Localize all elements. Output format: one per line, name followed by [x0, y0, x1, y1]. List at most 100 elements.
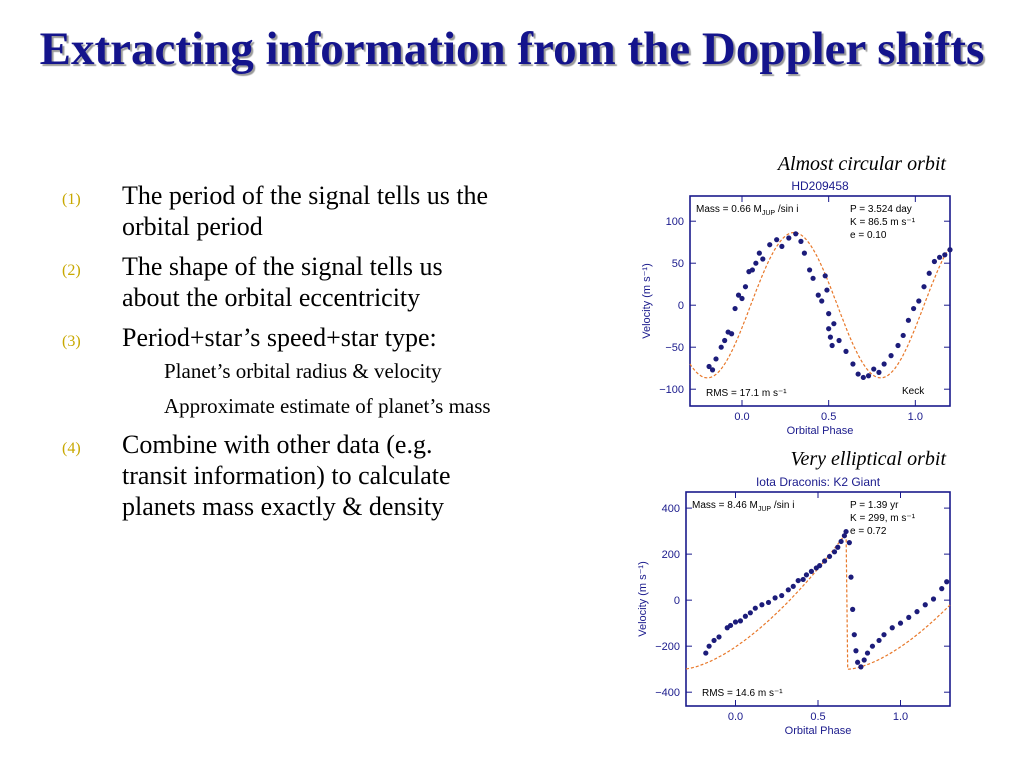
data-point: [829, 342, 835, 349]
y-tick-label: 50: [672, 258, 684, 270]
data-point: [815, 292, 821, 298]
data-point: [793, 231, 799, 237]
data-point: [911, 305, 917, 312]
data-point: [808, 568, 814, 574]
data-point: [876, 369, 882, 375]
orbit-parameter: e = 0.72: [850, 526, 887, 537]
rv-plot-iota-draconis: Iota Draconis: K2 Giant 400 200 0 −200 −400 0.…: [622, 470, 962, 740]
data-point: [855, 659, 861, 665]
sub-bullet-list: Planet’s orbital radius & velocity Appro…: [122, 359, 492, 419]
mass-annotation: Mass = 8.46 MJUP /sin i: [692, 500, 794, 513]
data-point: [819, 298, 825, 304]
orbit-parameter: P = 3.524 day: [850, 204, 912, 215]
data-point: [838, 538, 844, 545]
data-point: [900, 332, 906, 339]
data-point: [727, 622, 734, 629]
x-tick-label: 0.0: [734, 411, 749, 423]
data-point: [749, 267, 755, 273]
x-tick-label: 0.0: [728, 711, 743, 723]
chart-caption-elliptical: Very elliptical orbit: [790, 448, 946, 470]
data-point: [876, 637, 882, 644]
data-point: [779, 243, 785, 249]
data-point: [737, 618, 744, 624]
data-point: [843, 348, 849, 354]
data-point: [752, 605, 758, 611]
bullet-number: (3): [62, 333, 81, 350]
data-point: [836, 337, 842, 344]
data-point: [905, 317, 911, 323]
sub-bullet-item: Approximate estimate of planet’s mass: [164, 394, 491, 418]
bullet-number: (4): [62, 440, 81, 457]
data-point: [869, 643, 876, 649]
y-axis-label: Velocity (m s⁻¹): [637, 561, 649, 636]
data-point: [931, 258, 937, 265]
data-point: [785, 587, 791, 593]
data-point: [790, 583, 796, 589]
x-axis-label: Orbital Phase: [787, 425, 854, 437]
data-point: [718, 344, 724, 350]
bullet-text: The period of the signal tells us the or…: [122, 181, 489, 241]
data-point: [827, 334, 833, 340]
x-tick-label: 1.0: [908, 411, 923, 423]
data-point: [722, 337, 728, 344]
data-point: [807, 267, 813, 273]
rms-annotation: RMS = 17.1 m s⁻¹: [706, 388, 787, 399]
data-point: [831, 549, 838, 555]
data-point: [767, 242, 773, 248]
data-point: [779, 592, 785, 599]
rv-plot-hd209458: HD209458 100 50 0 −50 −100 0.0 0.5 1.0 Orbital Ph…: [622, 176, 962, 444]
data-point: [735, 292, 742, 298]
plot-frame: [689, 195, 951, 407]
data-point: [835, 544, 841, 550]
data-point: [772, 595, 778, 601]
data-point: [824, 287, 830, 293]
data-point: [756, 250, 762, 256]
data-point: [729, 331, 735, 337]
data-point: [831, 321, 837, 327]
plot-title: Iota Draconis: K2 Giant: [756, 475, 881, 489]
data-point: [716, 634, 722, 640]
bullet-text: Period+star’s speed+star type:: [122, 323, 437, 352]
data-point: [914, 609, 920, 615]
data-point: [942, 252, 948, 258]
data-point: [759, 602, 765, 608]
bullet-item: (2) The shape of the signal tells us abo…: [62, 251, 492, 313]
y-axis-label: Velocity (m s⁻¹): [641, 263, 653, 338]
data-point: [706, 363, 712, 370]
data-point: [888, 353, 894, 359]
data-point: [739, 295, 745, 302]
sub-bullet-item: Planet’s orbital radius & velocity: [164, 359, 442, 383]
plot-title: HD209458: [791, 179, 849, 193]
y-tick-label: 100: [666, 216, 684, 228]
data-point: [732, 305, 738, 312]
data-point: [747, 610, 753, 616]
plot-frame: [685, 491, 951, 707]
data-point: [798, 238, 804, 244]
data-point: [861, 657, 867, 663]
data-point: [939, 586, 945, 592]
bullet-text: Combine with other data (e.g. transit in…: [122, 430, 451, 521]
orbit-parameter: K = 299, m s⁻¹: [850, 513, 916, 524]
data-point: [846, 540, 852, 546]
orbit-parameter: e = 0.10: [850, 230, 887, 241]
data-point: [850, 606, 856, 612]
data-point: [922, 602, 928, 608]
x-tick-label: 1.0: [893, 711, 908, 723]
data-point: [895, 342, 901, 349]
y-tick-label: 400: [662, 503, 680, 515]
data-point: [865, 373, 872, 379]
data-point: [858, 664, 864, 670]
data-point: [860, 374, 866, 381]
data-point: [826, 553, 833, 560]
data-point: [765, 599, 772, 606]
chart-caption-circular: Almost circular orbit: [777, 153, 946, 175]
data-point: [742, 613, 748, 619]
data-point: [753, 260, 759, 266]
data-point: [817, 563, 823, 569]
data-point: [906, 614, 912, 621]
data-point: [713, 356, 719, 362]
data-point: [926, 270, 932, 276]
data-point: [916, 298, 922, 304]
slide-title: Extracting information from the Doppler …: [39, 23, 985, 75]
data-point: [711, 637, 717, 644]
